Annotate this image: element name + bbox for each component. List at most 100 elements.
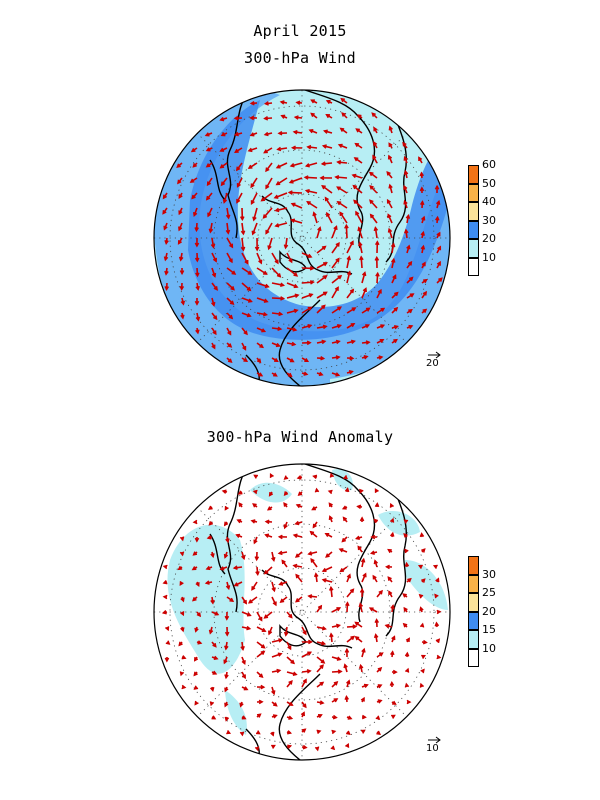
wind-arrow-head <box>346 255 352 261</box>
wind-arrow <box>275 222 288 227</box>
wind-arrow-head <box>350 339 356 345</box>
wind-arrow-head <box>419 171 425 177</box>
wind-arrow-head <box>419 682 425 688</box>
wind-arrow <box>345 225 348 239</box>
wind-arrow-head <box>336 623 341 629</box>
wind-arrow-head <box>374 240 380 246</box>
wind-arrow-head <box>312 523 317 529</box>
wind-arrow-head <box>219 147 225 152</box>
wind-arrow <box>263 147 273 154</box>
colorbar-segment <box>468 202 479 221</box>
wind-arrow-head <box>224 506 229 511</box>
wind-arrow-head <box>283 631 289 637</box>
wind-arrow-head <box>236 519 242 524</box>
wind-arrow-head <box>386 170 391 176</box>
wind-arrow-head <box>265 184 270 190</box>
wind-arrow <box>326 212 333 224</box>
wind-arrow-head <box>225 538 230 544</box>
colorbar-segment <box>468 165 479 184</box>
wind-arrow <box>357 227 363 239</box>
wind-arrow-head <box>195 582 200 588</box>
wind-arrow-head <box>266 506 272 511</box>
wind-arrow-head <box>404 561 410 567</box>
wind-arrow <box>271 638 282 643</box>
wind-arrow-head <box>362 287 367 293</box>
wind-arrow <box>265 222 273 234</box>
wind-arrow <box>274 192 288 199</box>
wind-arrow-head <box>421 548 426 553</box>
wind-arrow-head <box>194 300 200 306</box>
wind-arrow-head <box>252 503 257 508</box>
wind-arrow <box>374 227 378 239</box>
wind-arrow-head <box>265 167 270 173</box>
wind-arrow <box>286 656 295 664</box>
wind-arrow-head <box>253 474 258 479</box>
wind-arrow-head <box>219 164 225 169</box>
wind-arrow <box>241 222 245 235</box>
wind-arrow-head <box>320 659 326 664</box>
wind-arrow-head <box>358 663 364 669</box>
wind-arrow-head <box>357 545 362 551</box>
wind-arrow-head <box>209 687 215 692</box>
wind-arrow <box>316 304 326 314</box>
wind-arrow-head <box>320 161 326 166</box>
wind-arrow <box>271 282 284 287</box>
wind-arrow-head <box>337 669 343 674</box>
wind-arrow <box>331 607 341 613</box>
wind-arrow-head <box>390 257 396 263</box>
wind-arrow-head <box>251 230 256 236</box>
wind-arrow-head <box>388 183 393 189</box>
wind-arrow-head <box>241 674 246 680</box>
wind-arrow <box>276 177 288 186</box>
wind-arrow-head <box>211 272 217 278</box>
wind-arrow-head <box>390 604 395 610</box>
wind-arrow-head <box>272 714 278 719</box>
wind-arrow-head <box>221 489 227 494</box>
coastlines <box>209 90 407 386</box>
wind-arrow-head <box>283 524 288 530</box>
wind-arrow-head <box>208 521 214 526</box>
wind-vectors <box>162 97 443 378</box>
wind-arrow-head <box>277 534 283 540</box>
wind-arrow-head <box>231 270 237 275</box>
wind-arrow <box>271 297 284 300</box>
wind-arrow-head <box>389 680 395 686</box>
wind-arrow <box>290 162 303 167</box>
wind-arrow-head <box>162 194 167 200</box>
wind-arrow <box>251 222 258 235</box>
wind-arrow <box>277 147 288 151</box>
wind-arrow-head <box>195 316 201 322</box>
wind-arrow-head <box>258 673 264 678</box>
wind-arrow-head <box>359 516 365 522</box>
wind-arrow-head <box>256 358 262 364</box>
wind-arrow-head <box>295 573 300 579</box>
wind-arrow-head <box>393 324 399 330</box>
wind-arrow-head <box>402 622 408 628</box>
wind-arrow-head <box>355 210 360 216</box>
wind-arrow <box>306 201 318 209</box>
wind-arrow <box>211 252 217 262</box>
wind-arrow-head <box>418 593 424 599</box>
wind-arrow-head <box>391 635 396 641</box>
wind-arrow-head <box>211 715 217 720</box>
wind-arrow-head <box>275 342 281 348</box>
wind-arrow-head <box>204 132 210 137</box>
wind-arrow-head <box>223 659 228 665</box>
wind-arrow-head <box>420 230 425 236</box>
wind-arrow-head <box>328 515 333 521</box>
wind-arrow-head <box>223 553 229 559</box>
wind-arrow-head <box>402 141 407 147</box>
wind-arrow-head <box>334 174 340 180</box>
wind-arrow-head <box>227 330 232 336</box>
wind-arrow-head <box>195 285 200 291</box>
wind-arrow-head <box>293 308 299 314</box>
wind-arrow-head <box>206 535 212 540</box>
wind-arrow-head <box>274 259 279 265</box>
wind-arrow-head <box>271 744 276 749</box>
wind-arrow-head <box>341 112 346 117</box>
wind-arrow-head <box>359 255 364 261</box>
wind-arrow-head <box>278 581 284 586</box>
wind-arrow-head <box>349 288 355 294</box>
wind-arrow-head <box>407 577 412 583</box>
wind-arrow <box>386 199 393 209</box>
